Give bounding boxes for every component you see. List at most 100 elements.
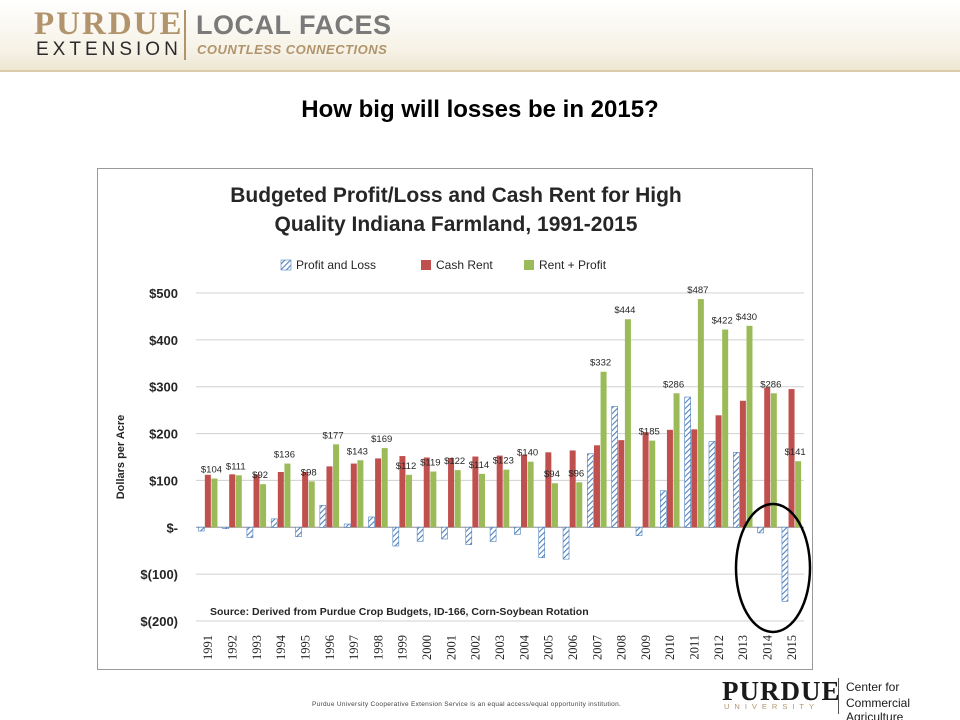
bar-profit-loss xyxy=(684,396,691,528)
bar-rent-plus-profit xyxy=(770,393,777,528)
bar-profit-loss xyxy=(295,526,302,537)
legend-label-profit-loss: Profit and Loss xyxy=(296,258,376,272)
x-tick-label: 2008 xyxy=(615,635,629,660)
bar-profit-loss xyxy=(441,526,448,540)
y-tick-label: $(200) xyxy=(140,614,178,629)
bar-rent-plus-profit xyxy=(430,471,437,528)
chart-frame: Budgeted Profit/Loss and Cash Rent for H… xyxy=(97,168,813,670)
bar-cash-rent xyxy=(545,452,552,528)
y-tick-label: $100 xyxy=(149,473,178,488)
bar-rent-plus-profit xyxy=(722,329,729,528)
bar-cash-rent xyxy=(788,389,795,528)
bar-profit-loss xyxy=(562,526,570,560)
bar-cash-rent xyxy=(715,415,722,528)
bar-profit-loss xyxy=(708,441,716,528)
bar-cash-rent xyxy=(302,471,309,528)
data-label: $136 xyxy=(274,450,295,461)
bar-cash-rent xyxy=(253,474,260,528)
tagline-sub: COUNTLESS CONNECTIONS xyxy=(197,42,388,57)
x-tick-label: 1998 xyxy=(371,635,385,660)
bar-rent-plus-profit xyxy=(260,484,267,528)
bar-profit-loss xyxy=(246,526,254,538)
data-label: $114 xyxy=(469,460,489,471)
chart-legend: Profit and Loss Cash Rent Rent + Profit xyxy=(280,258,607,272)
center-name-line-2: Commercial Agriculture xyxy=(846,696,911,720)
x-tick-label: 2003 xyxy=(493,635,507,660)
bar-rent-plus-profit xyxy=(624,319,631,528)
bar-rent-plus-profit xyxy=(381,448,388,528)
bar-rent-plus-profit xyxy=(795,461,802,528)
bar-profit-loss xyxy=(635,526,643,537)
data-label: $92 xyxy=(252,470,268,481)
bar-rent-plus-profit xyxy=(333,444,340,528)
bar-chart: Budgeted Profit/Loss and Cash Rent for H… xyxy=(115,184,812,660)
y-tick-label: $(100) xyxy=(140,567,178,582)
bar-profit-loss xyxy=(197,526,205,532)
x-tick-label: 2001 xyxy=(444,635,458,660)
university-logo-text: UNIVERSITY xyxy=(724,702,820,711)
y-tick-label: $300 xyxy=(149,380,178,395)
x-tick-label: 2005 xyxy=(542,635,556,660)
bar-profit-loss xyxy=(757,526,764,534)
y-tick-label: $200 xyxy=(149,427,178,442)
x-tick-label: 2011 xyxy=(688,635,702,660)
bar-cash-rent xyxy=(739,400,746,528)
bar-profit-loss xyxy=(781,526,789,602)
x-tick-label: 2012 xyxy=(712,635,726,660)
bar-rent-plus-profit xyxy=(211,478,218,528)
bar-cash-rent xyxy=(204,474,211,528)
x-tick-label: 2004 xyxy=(517,634,531,660)
bar-profit-loss xyxy=(319,504,327,528)
x-tick-label: 2009 xyxy=(639,635,653,660)
purdue-university-logo: PURDUE xyxy=(722,676,841,706)
data-label: $122 xyxy=(444,456,465,467)
data-label: $444 xyxy=(614,305,635,316)
footer-separator xyxy=(838,678,839,714)
x-tick-label: 2014 xyxy=(761,634,775,660)
bar-profit-loss xyxy=(222,526,229,529)
tagline-main: LOCAL FACES xyxy=(196,10,392,40)
bar-rent-plus-profit xyxy=(673,393,680,528)
chart-title-line-1: Budgeted Profit/Loss and Cash Rent for H… xyxy=(230,184,682,207)
bar-rent-plus-profit xyxy=(746,325,753,528)
x-tick-label: 1999 xyxy=(396,635,410,660)
bar-cash-rent xyxy=(448,457,455,528)
bar-cash-rent xyxy=(691,429,698,528)
x-tick-label: 1997 xyxy=(347,635,361,660)
bar-cash-rent xyxy=(423,457,430,528)
bar-cash-rent xyxy=(375,458,382,528)
bar-cash-rent xyxy=(350,463,357,528)
bar-profit-loss xyxy=(270,518,278,528)
y-tick-label: $400 xyxy=(149,333,178,348)
y-tick-label: $500 xyxy=(149,286,178,301)
x-tick-label: 2007 xyxy=(590,635,604,660)
bar-profit-loss xyxy=(416,526,424,542)
highlight-circle xyxy=(734,502,812,634)
bar-cash-rent xyxy=(399,456,406,528)
x-tick-label: 2002 xyxy=(469,635,483,660)
bar-rent-plus-profit xyxy=(600,371,607,528)
x-tick-label: 1995 xyxy=(298,635,312,660)
bar-rent-plus-profit xyxy=(284,463,291,528)
legend-swatch-cash-rent xyxy=(421,260,431,270)
logo-separator xyxy=(184,10,186,60)
data-label: $141 xyxy=(785,447,806,458)
y-axis-label: Dollars per Acre xyxy=(115,415,127,500)
bar-profit-loss xyxy=(368,516,375,528)
data-label: $487 xyxy=(687,285,708,296)
legend-label-cash-rent: Cash Rent xyxy=(436,258,493,272)
bar-cash-rent xyxy=(472,456,479,528)
data-label: $96 xyxy=(568,468,584,479)
data-label: $123 xyxy=(493,456,514,467)
x-tick-label: 2000 xyxy=(420,635,434,660)
header-band xyxy=(0,0,960,72)
bar-rent-plus-profit xyxy=(308,481,315,528)
bar-profit-loss xyxy=(514,526,521,535)
bar-rent-plus-profit xyxy=(478,473,485,528)
header-divider xyxy=(0,70,960,72)
x-tick-label: 2013 xyxy=(736,635,750,660)
slide-title: How big will losses be in 2015? xyxy=(301,96,659,123)
extension-logo-text: EXTENSION xyxy=(36,39,182,60)
bar-profit-loss xyxy=(732,452,740,528)
data-label: $422 xyxy=(712,316,733,327)
